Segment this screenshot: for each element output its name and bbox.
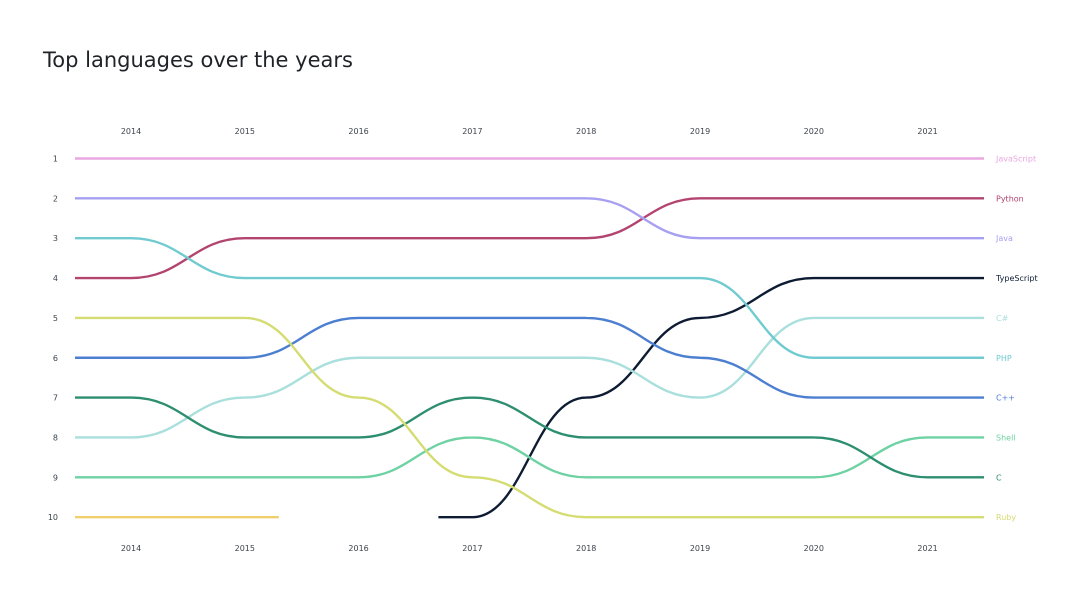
series-end-label: TypeScript [995, 274, 1038, 283]
year-tick-top: 2018 [576, 127, 596, 136]
series-line [438, 276, 984, 519]
rank-tick: 6 [53, 354, 58, 363]
series-line [75, 197, 984, 280]
year-tick-bottom: 2014 [121, 544, 141, 553]
series-end-label: JavaScript [995, 155, 1036, 164]
year-tick-top: 2020 [804, 127, 824, 136]
series-end-label: C++ [996, 394, 1015, 403]
rank-tick: 4 [53, 274, 58, 283]
series-end-label: Shell [996, 433, 1016, 442]
series-line [75, 316, 984, 519]
series-end-label: C# [996, 314, 1009, 323]
year-tick-top: 2015 [235, 127, 255, 136]
year-tick-bottom: 2019 [690, 544, 710, 553]
series-end-labels: JavaScript Python Java TypeScript C# PHP C++ Sh… [995, 155, 1038, 523]
rank-tick: 7 [53, 394, 58, 403]
rank-tick: 5 [53, 314, 58, 323]
year-tick-bottom: 2018 [576, 544, 596, 553]
year-tick-top: 2014 [121, 127, 141, 136]
series-line [75, 197, 984, 240]
rank-tick: 1 [53, 155, 58, 164]
year-tick-bottom: 2020 [804, 544, 824, 553]
series-end-label: Java [995, 234, 1013, 243]
year-tick-top: 2017 [462, 127, 482, 136]
series-end-label: C [996, 473, 1002, 482]
year-tick-top: 2016 [348, 127, 368, 136]
rank-tick: 3 [53, 234, 58, 243]
series-end-label: Python [996, 194, 1024, 203]
year-tick-bottom: 2017 [462, 544, 482, 553]
rank-tick: 2 [53, 194, 58, 203]
rank-tick: 8 [53, 433, 58, 442]
series-line [75, 316, 984, 399]
series-line [75, 316, 984, 439]
series-lines [75, 157, 984, 519]
year-tick-top: 2019 [690, 127, 710, 136]
year-tick-bottom: 2021 [917, 544, 937, 553]
series-line [75, 436, 984, 479]
year-tick-bottom: 2015 [235, 544, 255, 553]
year-tick-bottom: 2016 [348, 544, 368, 553]
series-line [75, 396, 984, 479]
rank-tick: 10 [48, 513, 58, 522]
series-end-label: PHP [996, 354, 1012, 363]
rank-tick: 9 [53, 473, 58, 482]
year-tick-top: 2021 [917, 127, 937, 136]
top-year-axis: 2014 2015 2016 2017 2018 2019 2020 2021 [121, 127, 938, 136]
chart-title: Top languages over the years [43, 48, 353, 72]
bottom-year-axis: 2014 2015 2016 2017 2018 2019 2020 2021 [121, 544, 938, 553]
series-line [75, 237, 984, 359]
series-end-label: Ruby [996, 513, 1016, 522]
rank-axis: 1 2 3 4 5 6 7 8 9 10 [48, 155, 58, 523]
